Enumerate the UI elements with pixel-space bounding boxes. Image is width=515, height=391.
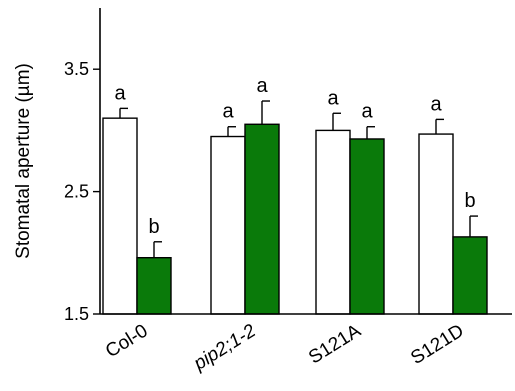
error-bar-series1-3 [332, 112, 341, 131]
bar-series2-s121a [349, 138, 385, 315]
y-axis-title: Stomatal aperture (µm) [13, 63, 34, 259]
bar-series1-s121a [315, 129, 351, 315]
error-bar-series1-2 [227, 126, 236, 137]
x-category-label: S121A [305, 320, 365, 368]
bar-series1-s121d [418, 133, 454, 315]
y-tick-label: 1.5 [64, 304, 89, 324]
y-ticks-layer: 1.5 2.5 3.5 [64, 59, 100, 324]
error-bar-series1-4 [435, 118, 444, 135]
bar-series2-col-0 [136, 256, 172, 315]
significance-label: a [114, 82, 126, 104]
significance-label: a [430, 93, 442, 115]
x-category-label: Col-0 [102, 320, 152, 362]
bars-layer [102, 117, 488, 315]
bar-series1-col-0 [102, 117, 138, 315]
y-tick-label: 2.5 [64, 182, 89, 202]
error-bar-series2-3 [366, 126, 375, 139]
error-bar-series2-1 [153, 241, 162, 258]
y-tick-label: 3.5 [64, 59, 89, 79]
bar-series2-pip2-1-2 [244, 123, 280, 315]
axes-layer [99, 8, 512, 315]
bar-series2-s121d [452, 236, 488, 315]
error-bar-series2-2 [261, 100, 270, 125]
significance-label: a [256, 75, 268, 97]
x-category-label: S121D [407, 320, 467, 369]
significance-label: a [327, 87, 339, 109]
significance-label: a [222, 101, 234, 123]
error-bar-series2-4 [469, 215, 478, 237]
x-category-label: pip2;1-2 [189, 320, 260, 375]
significance-label: b [148, 216, 159, 238]
bar-series1-pip2-1-2 [210, 135, 246, 315]
significance-label: a [361, 101, 373, 123]
x-ticks-layer: Col-0 pip2;1-2 S121A S121D [102, 320, 468, 375]
significance-label: b [464, 190, 475, 212]
error-bars-layer [119, 100, 478, 258]
error-bar-series1-1 [119, 107, 128, 119]
